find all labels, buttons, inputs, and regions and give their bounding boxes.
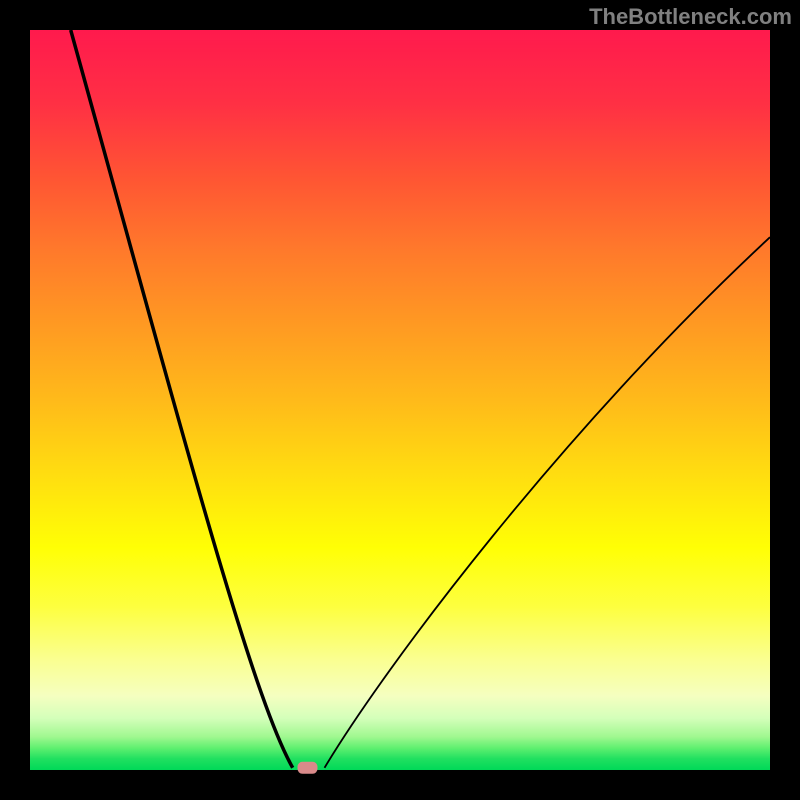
bottleneck-chart: TheBottleneck.com (0, 0, 800, 800)
chart-svg (0, 0, 800, 800)
chart-background (30, 30, 770, 770)
watermark-text: TheBottleneck.com (589, 4, 792, 30)
valley-marker (298, 762, 318, 774)
